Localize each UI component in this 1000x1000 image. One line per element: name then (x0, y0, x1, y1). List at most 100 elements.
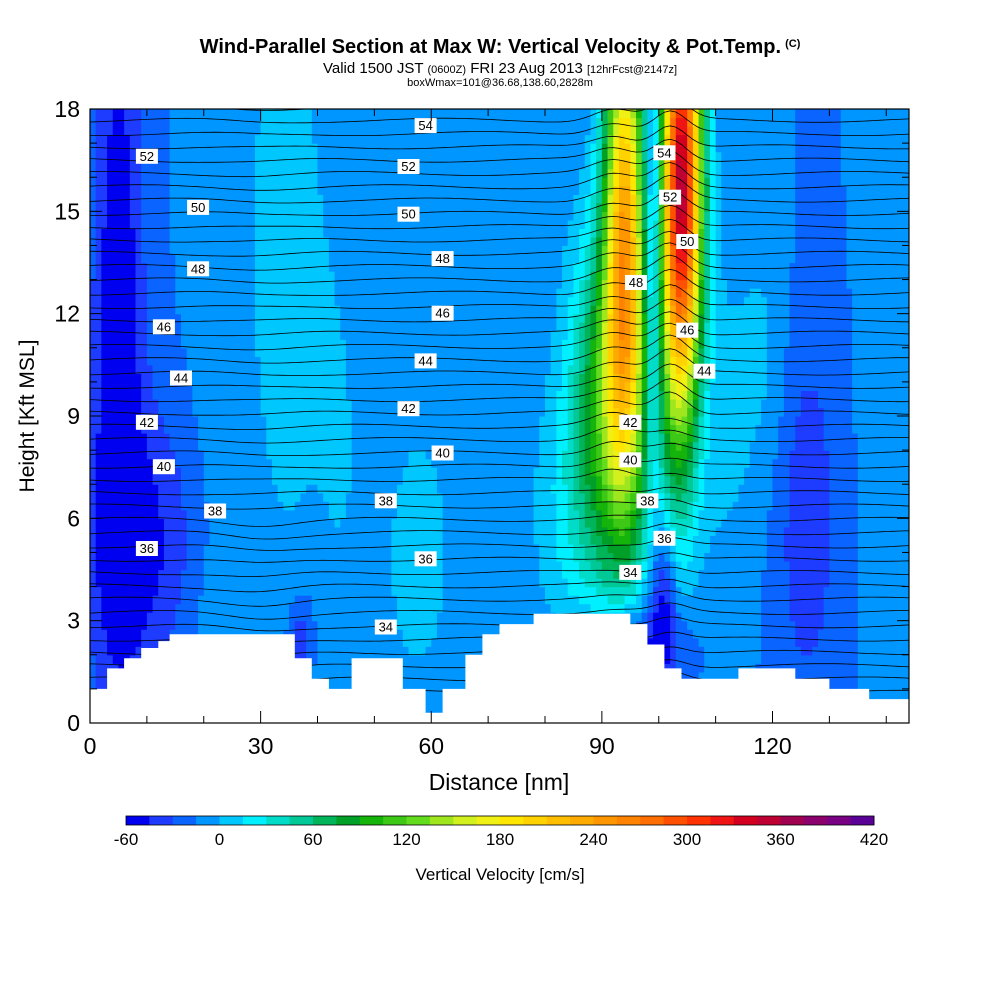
velocity-cell (357, 151, 364, 161)
velocity-cell (220, 364, 228, 374)
velocity-cell (112, 620, 120, 630)
velocity-cell (129, 109, 137, 119)
velocity-cell (192, 569, 199, 579)
velocity-cell (436, 620, 444, 630)
velocity-cell (402, 185, 410, 195)
velocity-cell (260, 603, 267, 613)
velocity-cell (181, 492, 188, 502)
velocity-cell (448, 484, 455, 494)
velocity-cell (454, 509, 461, 519)
velocity-cell (266, 518, 273, 528)
velocity-cell (237, 458, 245, 468)
velocity-cell (272, 603, 279, 613)
velocity-cell (374, 202, 381, 212)
velocity-cell (266, 109, 273, 119)
velocity-cell (237, 160, 245, 170)
velocity-cell (300, 143, 307, 153)
velocity-cell (300, 484, 307, 494)
velocity-cell (226, 211, 233, 221)
velocity-cell (391, 637, 398, 647)
velocity-cell (215, 356, 222, 366)
velocity-cell (311, 288, 319, 298)
velocity-cell (300, 330, 307, 340)
velocity-cell (317, 305, 324, 315)
velocity-cell (135, 629, 142, 639)
velocity-cell (220, 458, 228, 468)
velocity-cell (135, 322, 142, 332)
velocity-cell (408, 373, 415, 383)
velocity-cell (368, 288, 375, 298)
velocity-cell (465, 271, 472, 281)
velocity-cell (249, 526, 256, 536)
velocity-cell (163, 450, 171, 460)
velocity-cell (419, 262, 427, 272)
velocity-cell (448, 194, 455, 204)
velocity-cell (266, 407, 273, 417)
velocity-cell (129, 236, 137, 247)
velocity-cell (215, 467, 222, 477)
velocity-cell (215, 126, 222, 136)
velocity-cell (368, 330, 375, 340)
velocity-cell (95, 271, 102, 281)
velocity-cell (402, 492, 410, 502)
velocity-cell (334, 535, 341, 545)
velocity-cell (192, 322, 199, 332)
velocity-cell (254, 458, 262, 468)
velocity-cell (419, 603, 427, 613)
velocity-cell (266, 271, 273, 281)
velocity-cell (124, 253, 131, 264)
velocity-cell (112, 202, 120, 212)
velocity-cell (419, 313, 427, 323)
velocity-cell (300, 177, 307, 187)
velocity-cell (283, 484, 290, 494)
velocity-cell (454, 416, 461, 426)
velocity-cell (101, 253, 108, 264)
velocity-cell (254, 253, 262, 264)
velocity-cell (357, 177, 364, 187)
velocity-cell (209, 552, 216, 562)
velocity-cell (402, 518, 410, 528)
velocity-cell (436, 705, 444, 716)
velocity-cell (169, 245, 176, 255)
velocity-cell (300, 398, 307, 409)
velocity-cell (107, 305, 114, 315)
velocity-cell (237, 552, 245, 562)
velocity-cell (163, 219, 171, 229)
velocity-cell (169, 211, 176, 221)
velocity-cell (272, 305, 279, 315)
velocity-cell (363, 194, 370, 204)
velocity-cell (243, 134, 250, 144)
velocity-cell (209, 424, 216, 434)
velocity-cell (203, 134, 211, 144)
velocity-cell (272, 578, 279, 588)
velocity-cell (107, 313, 114, 323)
velocity-cell (380, 595, 387, 605)
velocity-cell (425, 467, 432, 477)
velocity-cell (345, 578, 353, 588)
velocity-cell (459, 109, 466, 119)
velocity-cell (351, 296, 358, 306)
velocity-cell (260, 168, 267, 178)
velocity-cell (402, 552, 410, 562)
velocity-cell (90, 578, 97, 588)
velocity-cell (471, 279, 478, 289)
velocity-cell (152, 475, 159, 485)
velocity-cell (345, 398, 353, 409)
velocity-cell (272, 109, 279, 119)
velocity-cell (226, 202, 233, 212)
velocity-cell (414, 151, 421, 161)
velocity-cell (459, 578, 466, 588)
velocity-cell (203, 578, 211, 588)
velocity-cell (243, 219, 250, 229)
velocity-cell (345, 586, 353, 596)
velocity-cell (124, 143, 131, 153)
velocity-cell (146, 381, 154, 392)
velocity-cell (436, 603, 444, 613)
velocity-cell (226, 518, 233, 528)
velocity-cell (192, 509, 199, 519)
velocity-cell (363, 296, 370, 306)
velocity-cell (317, 407, 324, 417)
velocity-cell (124, 620, 131, 630)
velocity-cell (112, 236, 120, 247)
